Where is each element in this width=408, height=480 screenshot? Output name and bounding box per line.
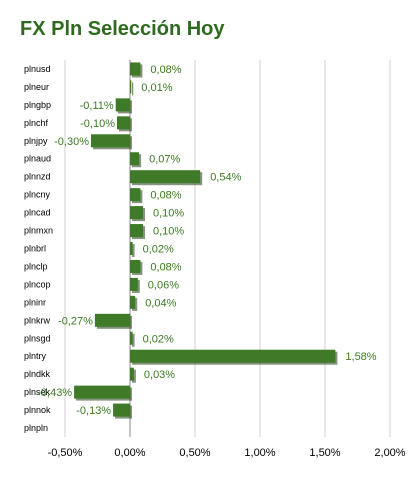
category-label: plncop <box>24 279 51 289</box>
category-label: plncad <box>24 208 51 218</box>
category-label: plneur <box>24 82 49 92</box>
category-label: plnpln <box>24 423 48 433</box>
value-label: 1,58% <box>345 351 376 363</box>
bar <box>91 134 130 148</box>
x-tick-label: 1,50% <box>309 447 340 459</box>
bar <box>130 331 133 345</box>
value-label: -0,27% <box>58 315 93 327</box>
bar <box>130 259 141 273</box>
category-label: plnmxn <box>24 226 53 236</box>
bar <box>74 385 130 399</box>
x-tick-label: 1,00% <box>244 447 275 459</box>
category-label: plnnok <box>24 405 51 415</box>
value-label: 0,10% <box>153 226 184 238</box>
category-label: plndkk <box>24 369 51 379</box>
category-label: plnsgd <box>24 333 51 343</box>
bar <box>130 224 143 238</box>
bar-shadow <box>132 244 135 257</box>
category-label: plnnzd <box>24 172 51 182</box>
category-label: plnkrw <box>24 315 51 325</box>
category-label: plninr <box>24 297 46 307</box>
bar <box>130 188 141 202</box>
bar <box>94 313 130 327</box>
category-label: plnbrl <box>24 244 46 254</box>
category-label: plnjpy <box>24 136 48 146</box>
value-label: -0,11% <box>80 100 114 112</box>
category-label: plnusd <box>24 64 51 74</box>
category-label: plnchf <box>24 118 49 128</box>
bar <box>130 367 134 381</box>
value-label: 0,07% <box>149 154 180 166</box>
category-label: plncny <box>24 190 51 200</box>
value-label: 0,08% <box>150 190 181 202</box>
bar <box>130 242 133 255</box>
bar-shadow <box>132 82 134 96</box>
value-label: 0,08% <box>150 261 181 273</box>
category-label: plngbp <box>24 100 51 110</box>
value-label: 0,08% <box>150 64 181 76</box>
value-label: -0,10% <box>80 118 115 130</box>
bar-shadow <box>132 333 135 347</box>
value-label: 0,03% <box>144 369 175 381</box>
value-label: -0,43% <box>37 387 72 399</box>
chart-title: FX Pln Selección Hoy <box>20 18 225 40</box>
bar <box>130 152 140 166</box>
bar <box>130 80 132 94</box>
bar <box>113 403 130 417</box>
value-label: 0,06% <box>148 279 179 291</box>
bar <box>130 349 336 363</box>
bar <box>115 98 130 112</box>
value-label: 0,10% <box>153 208 184 220</box>
value-label: 0,54% <box>210 172 241 184</box>
value-label: 0,02% <box>143 333 174 345</box>
bar <box>130 277 138 291</box>
category-label: plntry <box>24 351 47 361</box>
category-label: plnclp <box>24 261 48 271</box>
category-label: plnsek <box>24 387 51 397</box>
x-tick-label: 0,50% <box>179 447 210 459</box>
bar <box>117 116 130 130</box>
value-label: 0,01% <box>141 82 172 94</box>
x-tick-label: 2,00% <box>374 447 405 459</box>
bar <box>130 206 143 220</box>
value-label: -0,13% <box>76 405 111 417</box>
value-label: -0,30% <box>54 136 89 148</box>
bar <box>130 295 136 309</box>
bar <box>130 170 201 184</box>
category-label: plnaud <box>24 154 51 164</box>
value-label: 0,02% <box>143 244 174 256</box>
x-tick-label: -0,50% <box>48 447 83 459</box>
x-tick-label: 0,00% <box>114 447 145 459</box>
bar-shadow <box>132 369 136 383</box>
bar <box>130 62 141 76</box>
value-label: 0,04% <box>145 297 176 309</box>
